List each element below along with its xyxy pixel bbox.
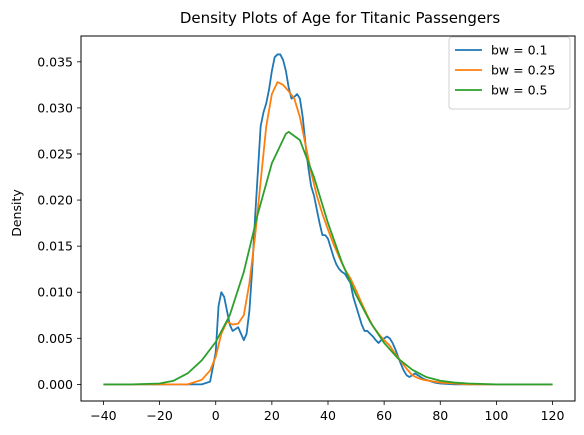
y-tick-label: 0.005: [37, 331, 73, 346]
y-tick-label: 0.015: [37, 239, 73, 254]
y-tick-label: 0.020: [37, 193, 73, 208]
x-tick-label: 40: [320, 408, 336, 423]
legend-label-2: bw = 0.5: [491, 83, 547, 98]
legend-label-0: bw = 0.1: [491, 43, 547, 58]
y-tick-label: 0.000: [37, 377, 73, 392]
x-tick-label: −40: [90, 408, 116, 423]
x-tick-label: 20: [264, 408, 280, 423]
x-tick-label: 0: [212, 408, 220, 423]
y-tick-label: 0.030: [37, 100, 73, 115]
series-line-2: [103, 130, 553, 386]
series-line-1: [103, 81, 553, 386]
x-tick-label: 120: [541, 408, 565, 423]
chart-title: Density Plots of Age for Titanic Passeng…: [180, 9, 501, 27]
x-tick-label: 60: [376, 408, 392, 423]
y-tick-label: 0.035: [37, 54, 73, 69]
y-axis-label: Density: [9, 189, 24, 237]
x-tick-label: 80: [432, 408, 448, 423]
x-tick-label: −20: [146, 408, 172, 423]
legend-box: [448, 36, 571, 110]
legend-label-1: bw = 0.25: [491, 63, 555, 78]
y-tick-label: 0.025: [37, 146, 73, 161]
y-tick-label: 0.010: [37, 285, 73, 300]
x-tick-label: 100: [484, 408, 508, 423]
series-line-0: [103, 53, 553, 386]
